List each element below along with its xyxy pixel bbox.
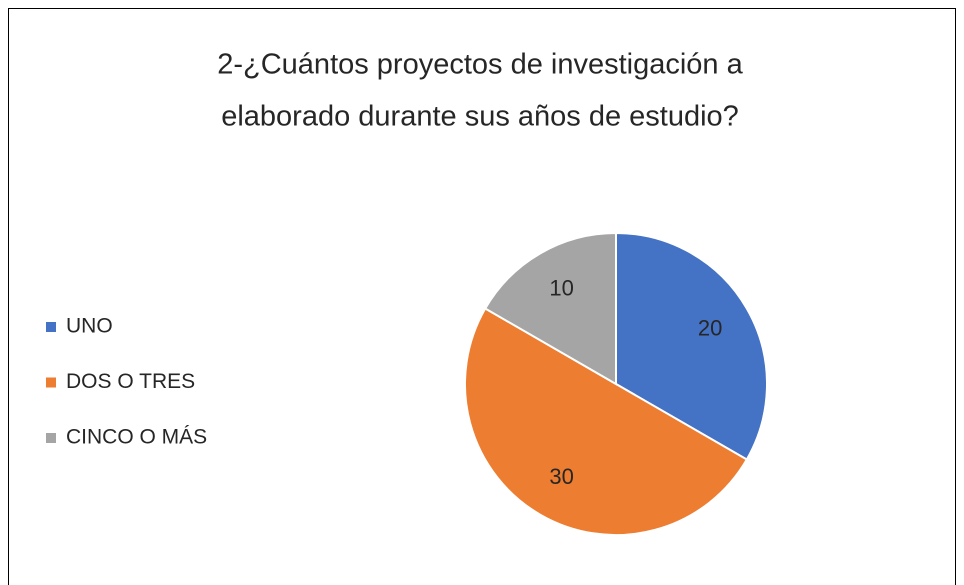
legend-label: CINCO O MÁS — [66, 426, 207, 449]
pie-slice — [615, 231, 768, 461]
pie-slice — [464, 307, 749, 536]
data-label: 10 — [549, 276, 573, 301]
legend-label: UNO — [66, 315, 113, 338]
legend-swatch — [46, 322, 56, 332]
legend-label: DOS O TRES — [66, 370, 195, 393]
chart-title: 2-¿Cuántos proyectos de investigación a — [217, 49, 743, 81]
chart-frame — [8, 8, 956, 585]
data-label: 20 — [698, 315, 722, 340]
legend-swatch — [46, 433, 56, 443]
chart-title: elaborado durante sus años de estudio? — [221, 101, 739, 133]
data-label: 30 — [549, 464, 573, 489]
pie-slice — [483, 231, 617, 386]
legend-swatch — [46, 377, 56, 388]
